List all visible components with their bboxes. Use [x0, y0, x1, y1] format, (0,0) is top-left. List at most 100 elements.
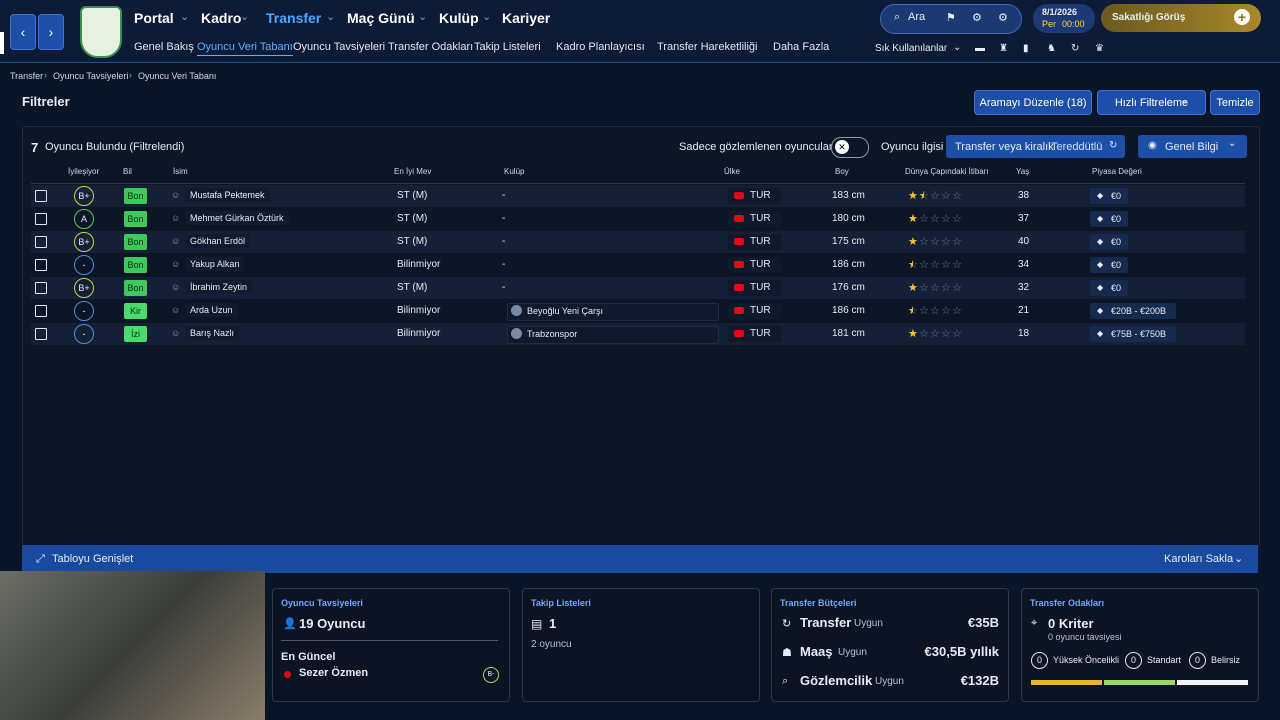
card-title[interactable]: Transfer Odakları — [1030, 598, 1105, 608]
grade-badge[interactable]: B+ — [74, 232, 94, 252]
sub-menu-item[interactable]: Genel Bakış — [134, 41, 194, 53]
filter-button[interactable]: Aramayı Düzenle (18) — [974, 90, 1092, 115]
sub-menu-item[interactable]: Takip Listeleri — [474, 41, 541, 53]
reputation-star: ☆ — [908, 259, 918, 271]
grade-badge[interactable]: - — [74, 301, 94, 321]
card-title[interactable]: Transfer Bütçeleri — [780, 598, 857, 608]
day: Per — [1042, 19, 1057, 29]
grade-badge[interactable]: B+ — [74, 186, 94, 206]
table-row — [31, 208, 1245, 230]
sub-menu-item[interactable]: Daha Fazla — [773, 41, 830, 53]
breadcrumb-item[interactable]: Transfer — [10, 71, 44, 81]
club-crest — [511, 305, 522, 316]
player-name[interactable]: İbrahim Zeytin — [185, 280, 253, 294]
sub-menu-item[interactable]: Transfer Odakları — [388, 41, 474, 53]
filter-button[interactable]: Hızlı Filtreleme — [1097, 90, 1206, 115]
age: 40 — [1018, 236, 1030, 247]
reputation-star: ☆ — [941, 213, 951, 225]
sub-menu-item[interactable]: Transfer Hareketliliği — [657, 41, 758, 53]
toggle-label: Sadece gözlemlenen oyuncular — [679, 141, 833, 153]
column-header[interactable]: En İyi Mev — [394, 167, 432, 176]
main-menu-item[interactable]: Kariyer — [502, 10, 551, 26]
column-header[interactable]: Ülke — [724, 167, 741, 176]
interest-state: Tereddütlü — [1051, 141, 1103, 153]
grade-badge[interactable]: B+ — [74, 278, 94, 298]
column-header[interactable]: İsim — [173, 167, 188, 176]
grade-badge[interactable]: A — [74, 209, 94, 229]
expand-table[interactable]: Tabloyu Genişlet — [52, 553, 134, 565]
market-value: €0 — [1111, 237, 1122, 247]
value-icon: ◆ — [1097, 260, 1104, 269]
forward-button[interactable]: › — [38, 14, 64, 50]
club: - — [502, 282, 506, 293]
shortcuts[interactable]: Sık Kullanılanlar — [875, 43, 948, 54]
interest-select[interactable] — [946, 135, 1125, 158]
age: 34 — [1018, 259, 1030, 270]
column-header[interactable]: Piyasa Değeri — [1092, 167, 1142, 176]
nation: TUR — [750, 236, 771, 247]
value-box — [1090, 188, 1128, 204]
breadcrumb-item[interactable]: Oyuncu Veri Tabanı — [138, 71, 217, 81]
shortcut-icon: ↻ — [1071, 43, 1080, 54]
sub-menu-item[interactable]: Oyuncu Tavsiyeleri — [293, 41, 386, 53]
reputation-star: ☆ — [919, 328, 929, 340]
knowledge-badge: Bon — [124, 280, 147, 296]
market-value: €0 — [1111, 283, 1122, 293]
value-box — [1090, 280, 1128, 296]
card-title[interactable]: Takip Listeleri — [531, 598, 591, 608]
sub-menu-item[interactable]: Kadro Planlayıcısı — [556, 41, 645, 53]
card-title[interactable]: Oyuncu Tavsiyeleri — [281, 598, 363, 608]
view-select[interactable] — [1138, 135, 1247, 158]
market-value: €0 — [1111, 260, 1122, 270]
back-button[interactable]: ‹ — [10, 14, 36, 50]
knowledge-badge: Bon — [124, 211, 147, 227]
main-menu-item[interactable]: Portal — [134, 10, 174, 26]
main-menu-item[interactable]: Kadro — [201, 10, 242, 26]
player-name[interactable]: Yakup Alkan — [185, 257, 245, 271]
rec-latest-name[interactable]: Sezer Özmen — [299, 667, 369, 679]
position: ST (M) — [397, 236, 428, 247]
table-row — [31, 185, 1245, 207]
column-header[interactable]: Bil — [123, 167, 132, 176]
flag — [734, 330, 744, 337]
column-header[interactable]: İyileşiyor — [68, 167, 100, 176]
sub-menu-item[interactable]: Oyuncu Veri Tabanı — [197, 41, 293, 56]
continue[interactable]: Sakatlığı Görüş — [1112, 12, 1186, 23]
player-name[interactable]: Gökhan Erdöl — [185, 234, 251, 248]
height: 186 cm — [832, 259, 865, 270]
column-header[interactable]: Kulüp — [504, 167, 525, 176]
interest-value: Transfer veya kiralık — [955, 141, 1054, 153]
view-chevron: ⌄ — [1228, 138, 1237, 149]
reputation-star: ☆ — [952, 328, 962, 340]
icon: ▤ — [531, 617, 543, 631]
club-logo[interactable] — [80, 6, 122, 58]
shortcut-icon: ▮ — [1023, 43, 1029, 54]
club[interactable]: Trabzonspor — [527, 329, 578, 339]
club[interactable]: Beyoğlu Yeni Çarşı — [527, 306, 604, 316]
flag — [734, 192, 744, 199]
nation: TUR — [750, 213, 771, 224]
budget-status: Uygun — [875, 676, 904, 687]
nation: TUR — [750, 282, 771, 293]
main-menu-item[interactable]: Kulüp — [439, 10, 479, 26]
grade-badge[interactable]: - — [74, 324, 94, 344]
player-icon: ☺ — [171, 282, 181, 292]
value-box — [1090, 234, 1128, 250]
breadcrumb-item[interactable]: Oyuncu Tavsiyeleri — [53, 71, 129, 81]
column-header[interactable]: Yaş — [1016, 167, 1030, 176]
filter-button-label: Hızlı Filtreleme — [1114, 96, 1189, 109]
main-menu-item[interactable]: Transfer — [266, 10, 322, 26]
priority-count: 0 — [1031, 652, 1048, 669]
main-menu-item[interactable]: Maç Günü — [347, 10, 415, 26]
column-header[interactable]: Dünya Çapındaki İtibarı — [905, 167, 989, 176]
hide-tiles[interactable]: Karoları Sakla — [1164, 553, 1234, 565]
player-name[interactable]: Mustafa Pektemek — [185, 188, 270, 202]
player-name[interactable]: Barış Nazlı — [185, 326, 240, 340]
table-row — [31, 231, 1245, 253]
player-name[interactable]: Arda Uzun — [185, 303, 238, 317]
grade-badge[interactable]: - — [74, 255, 94, 275]
search[interactable]: Ara — [908, 11, 926, 23]
player-name[interactable]: Mehmet Gürkan Öztürk — [185, 211, 289, 225]
column-header[interactable]: Boy — [835, 167, 849, 176]
filter-button[interactable]: Temizle — [1210, 90, 1260, 115]
